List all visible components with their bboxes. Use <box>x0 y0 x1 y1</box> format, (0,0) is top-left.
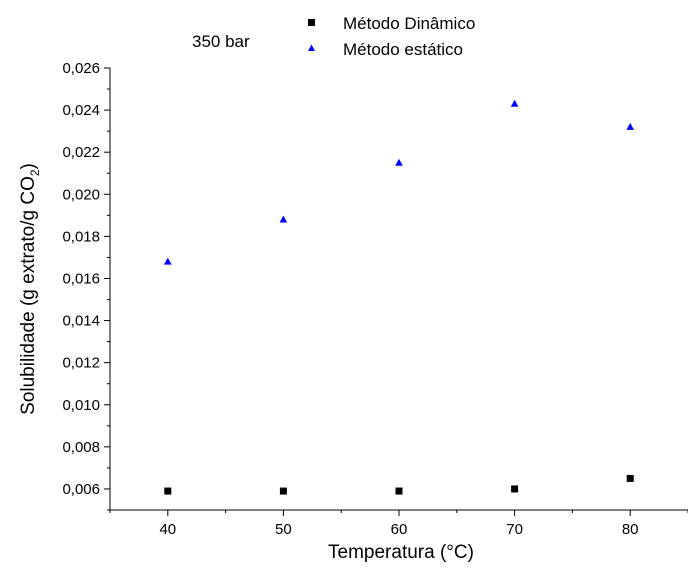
y-axis-title-main: Solubilidade (g extrato/g CO <box>18 176 39 415</box>
y-tick-label: 0,016 <box>62 270 100 287</box>
legend: Método Dinâmico Método estático <box>308 14 475 59</box>
data-point-estatico <box>626 122 634 130</box>
y-tick-label: 0,026 <box>62 60 100 77</box>
y-tick-label: 0,018 <box>62 228 100 245</box>
x-tick-label: 60 <box>391 521 408 538</box>
legend-marker-dinamico <box>308 19 315 26</box>
y-tick-label: 0,006 <box>62 481 100 498</box>
y-tick-label: 0,012 <box>62 355 100 372</box>
y-ticks: 0,006 0,008 0,010 0,012 0,014 0,016 0,018 0,020… <box>62 60 110 511</box>
marks <box>164 99 634 495</box>
legend-marker-estatico <box>308 44 315 51</box>
data-point-dinamico <box>626 474 634 482</box>
y-tick-label: 0,020 <box>62 186 100 203</box>
y-tick-label: 0,022 <box>62 144 100 161</box>
y-tick-label: 0,014 <box>62 313 100 330</box>
x-ticks: 40 50 60 70 80 <box>109 510 688 538</box>
y-axis-title-subscript: 2 <box>28 169 42 176</box>
data-point-dinamico <box>395 487 403 495</box>
data-point-estatico <box>395 158 403 166</box>
data-point-estatico <box>510 99 519 107</box>
y-tick-label: 0,008 <box>62 439 100 456</box>
data-point-estatico <box>164 257 172 265</box>
x-axis-title: Temperatura (°C) <box>328 542 474 563</box>
data-point-dinamico <box>164 487 172 495</box>
legend-label-dinamico: Método Dinâmico <box>343 14 475 33</box>
y-axis-title-close: ) <box>18 163 39 169</box>
x-tick-label: 50 <box>275 521 292 538</box>
y-axis-title: Solubilidade (g extrato/g CO2) <box>18 163 42 415</box>
x-tick-label: 80 <box>622 521 639 538</box>
data-point-dinamico <box>279 487 287 495</box>
data-point-dinamico <box>511 485 519 493</box>
x-tick-label: 40 <box>159 521 176 538</box>
data-point-estatico <box>279 215 288 223</box>
x-tick-label: 70 <box>506 521 523 538</box>
y-tick-label: 0,010 <box>62 397 100 414</box>
y-tick-label: 0,024 <box>62 102 100 119</box>
legend-label-estatico: Método estático <box>343 40 463 59</box>
annotation-350-bar: 350 bar <box>192 32 250 51</box>
axes <box>109 68 688 511</box>
